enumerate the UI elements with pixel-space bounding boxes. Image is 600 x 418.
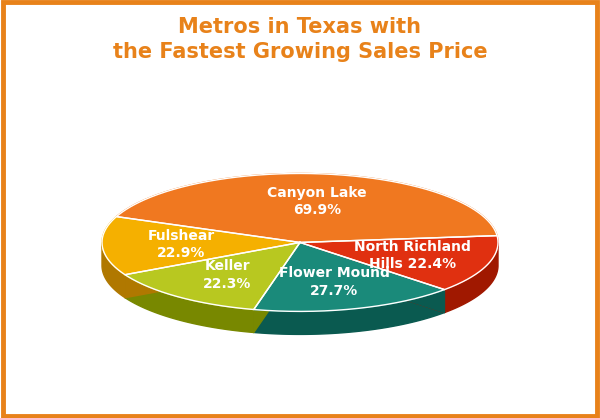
Polygon shape (125, 242, 300, 309)
Text: the Fastest Growing Sales Price: the Fastest Growing Sales Price (113, 42, 487, 62)
Polygon shape (254, 242, 445, 311)
Text: Canyon Lake
69.9%: Canyon Lake 69.9% (267, 186, 367, 217)
Polygon shape (125, 242, 300, 298)
Polygon shape (102, 242, 125, 298)
Polygon shape (125, 275, 254, 332)
Polygon shape (254, 242, 300, 332)
Polygon shape (300, 242, 445, 313)
Text: Fulshear
22.9%: Fulshear 22.9% (148, 229, 215, 260)
Polygon shape (125, 242, 300, 298)
Text: Flower Mound
27.7%: Flower Mound 27.7% (278, 266, 389, 298)
Polygon shape (102, 217, 300, 275)
Polygon shape (254, 290, 445, 334)
Polygon shape (116, 173, 497, 242)
Text: North Richland
Hills 22.4%: North Richland Hills 22.4% (354, 240, 471, 271)
Polygon shape (445, 243, 498, 313)
Polygon shape (254, 242, 300, 332)
Polygon shape (300, 236, 498, 290)
Text: Metros in Texas with: Metros in Texas with (179, 17, 421, 37)
Text: Keller
22.3%: Keller 22.3% (203, 260, 251, 291)
Polygon shape (300, 242, 445, 313)
